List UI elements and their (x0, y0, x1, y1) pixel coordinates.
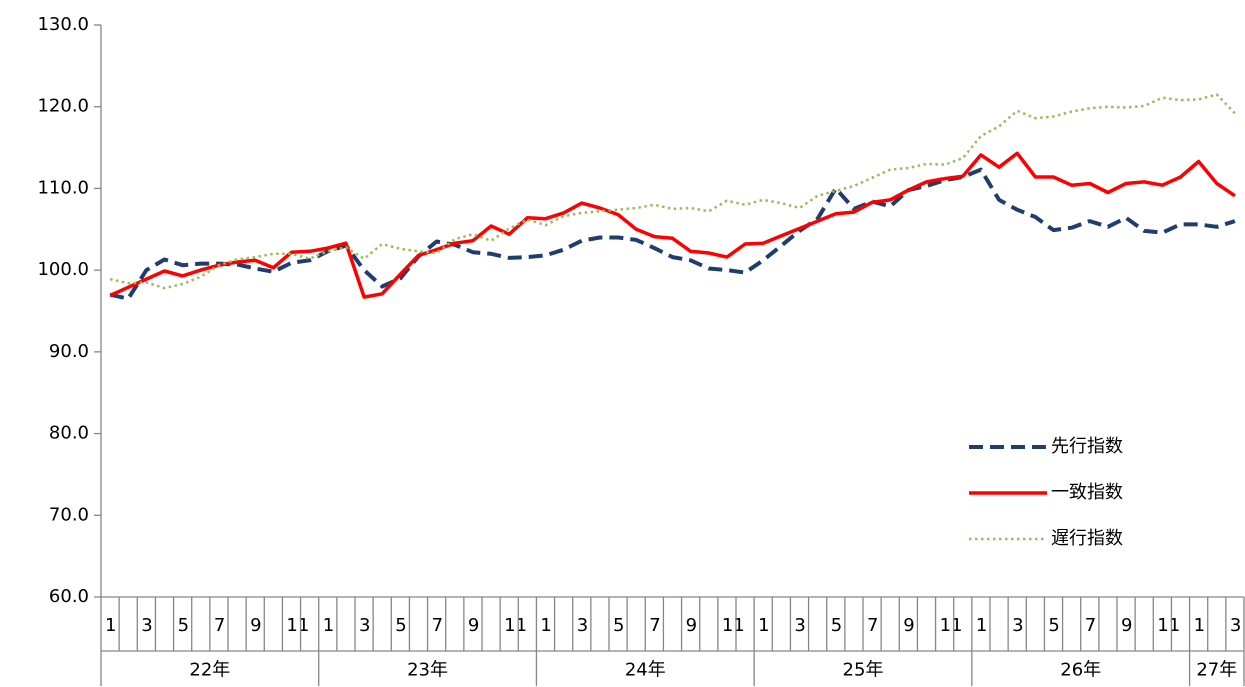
x-tick-label: 9 (468, 615, 479, 636)
x-tick-label: 9 (250, 615, 261, 636)
x-tick-label: 3 (1230, 615, 1241, 636)
x-tick-label: 3 (141, 615, 152, 636)
y-tick-label: 130.0 (37, 14, 89, 35)
year-label: 27年 (1196, 660, 1237, 681)
x-tick-label: 11 (940, 615, 963, 636)
series-line (109, 151, 1236, 299)
x-tick-label: 3 (577, 615, 588, 636)
legend-label: 一致指数 (1051, 482, 1123, 503)
year-label: 26年 (1060, 660, 1101, 681)
x-tick-label: 5 (831, 615, 842, 636)
x-tick-label: 3 (359, 615, 370, 636)
y-tick-label: 120.0 (37, 96, 89, 117)
x-tick-label: 1 (540, 615, 551, 636)
y-tick-label: 90.0 (49, 341, 89, 362)
legend-label: 先行指数 (1051, 436, 1123, 457)
x-tick-label: 9 (1121, 615, 1132, 636)
x-tick-label: 3 (1012, 615, 1023, 636)
x-tick-label: 7 (214, 615, 225, 636)
year-label: 25年 (843, 660, 884, 681)
y-tick-label: 70.0 (49, 504, 89, 525)
year-label: 24年 (625, 660, 666, 681)
x-tick-label: 1 (976, 615, 987, 636)
x-tick-label: 11 (286, 615, 309, 636)
series-line (109, 93, 1236, 290)
x-tick-label: 5 (395, 615, 406, 636)
year-label: 22年 (189, 660, 230, 681)
x-tick-label: 9 (686, 615, 697, 636)
y-tick-label: 110.0 (37, 177, 89, 198)
x-tick-label: 1 (1194, 615, 1205, 636)
legend-label: 遅行指数 (1051, 528, 1123, 549)
x-tick-label: 1 (105, 615, 116, 636)
y-tick-label: 60.0 (49, 586, 89, 607)
x-tick-label: 3 (794, 615, 805, 636)
x-tick-label: 7 (1085, 615, 1096, 636)
y-tick-label: 100.0 (37, 259, 89, 280)
x-tick-label: 7 (649, 615, 660, 636)
x-tick-label: 5 (613, 615, 624, 636)
x-tick-label: 5 (178, 615, 189, 636)
year-label: 23年 (407, 660, 448, 681)
x-tick-label: 11 (1157, 615, 1180, 636)
x-tick-label: 7 (432, 615, 443, 636)
x-tick-label: 7 (867, 615, 878, 636)
x-tick-label: 1 (758, 615, 769, 636)
x-tick-label: 9 (903, 615, 914, 636)
y-tick-label: 80.0 (49, 423, 89, 444)
x-tick-label: 1 (323, 615, 334, 636)
series-line (109, 167, 1236, 301)
x-tick-label: 11 (504, 615, 527, 636)
x-tick-label: 11 (722, 615, 745, 636)
x-tick-label: 5 (1048, 615, 1059, 636)
